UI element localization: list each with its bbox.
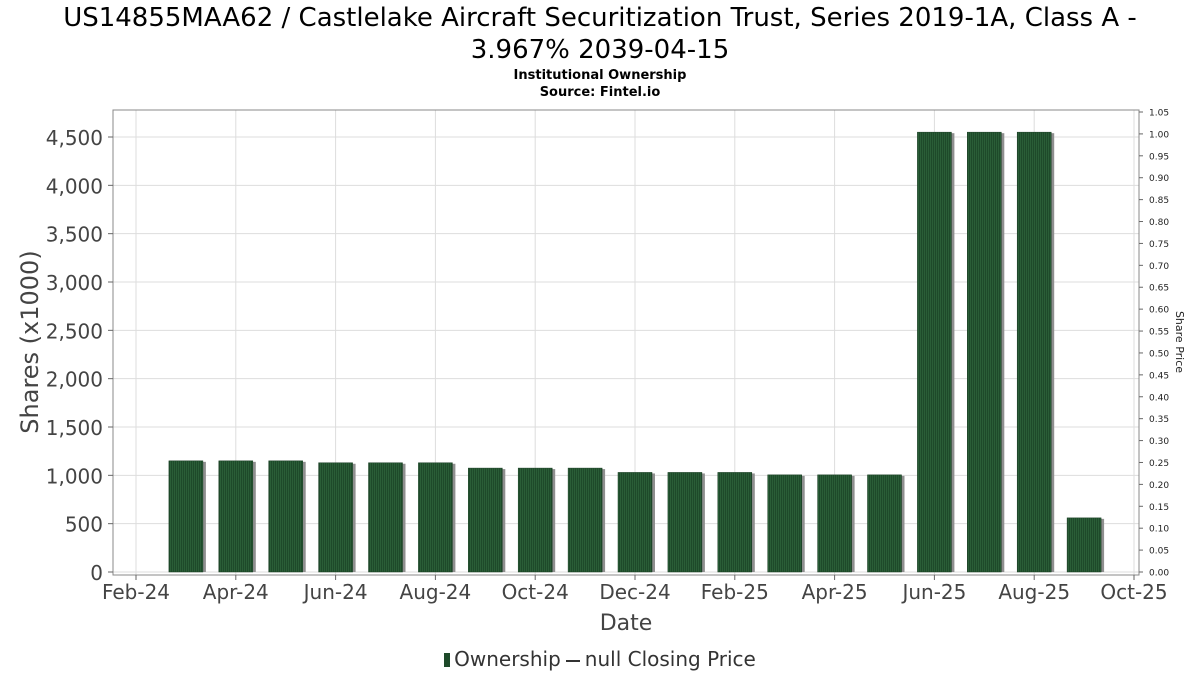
y-tick-label: 3,000 — [46, 271, 103, 295]
y2-tick-label: 0.00 — [1149, 569, 1169, 579]
chart-subtitle: Institutional Ownership — [513, 68, 687, 83]
y2-tick-label: 0.85 — [1149, 196, 1169, 206]
y2-tick-label: 0.95 — [1149, 152, 1169, 162]
y2-tick-label: 0.40 — [1149, 393, 1169, 403]
ownership-bar — [917, 131, 952, 573]
legend-ownership-label: Ownership — [454, 647, 561, 671]
ownership-bar — [567, 467, 603, 573]
y-tick-label: 2,500 — [46, 319, 103, 343]
bars-group — [168, 131, 1105, 573]
y-tick-label: 1,000 — [46, 464, 103, 488]
ownership-bar — [318, 462, 353, 573]
y2-tick-label: 0.20 — [1149, 481, 1169, 491]
y2-tick-label: 0.70 — [1149, 262, 1169, 272]
x-tick-label: Jun-25 — [900, 580, 966, 604]
chart-title-line-2: 3.967% 2039-04-15 — [470, 35, 730, 65]
ownership-bar — [767, 474, 802, 573]
x-tick-label: Feb-24 — [102, 580, 170, 604]
y2-tick-label: 0.45 — [1149, 371, 1169, 381]
y2-tick-label: 0.60 — [1149, 306, 1169, 316]
chart-title-line-1: US14855MAA62 / Castlelake Aircraft Secur… — [63, 3, 1137, 33]
y2-tick-label: 0.25 — [1149, 459, 1169, 469]
axes-group: 0 500 1,000 1,500 2,000 2,500 3,000 3,500 4,000 4… — [46, 109, 1170, 605]
x-tick-label: Apr-25 — [802, 580, 868, 604]
x-axis-label: Date — [600, 611, 653, 636]
y-tick-label: 1,500 — [46, 416, 103, 440]
y-tick-label: 3,500 — [46, 223, 103, 247]
closing-price-line-swatch — [565, 659, 580, 662]
x-tick-label: Dec-24 — [599, 580, 670, 604]
ownership-bar — [468, 467, 503, 573]
ownership-bar — [268, 460, 303, 573]
ownership-bar — [1016, 131, 1052, 573]
ownership-bar — [967, 131, 1002, 573]
y2-tick-label: 0.15 — [1149, 503, 1169, 513]
ownership-bar — [368, 462, 403, 573]
y-tick-label: 0 — [90, 561, 103, 585]
ownership-bar — [617, 472, 653, 573]
y2-tick-label: 0.05 — [1149, 547, 1169, 557]
legend-price-label: null Closing Price — [584, 647, 756, 671]
ownership-bar — [517, 467, 553, 573]
y2-tick-label: 1.05 — [1149, 109, 1169, 119]
y2-tick-label: 0.35 — [1149, 415, 1169, 425]
y2-tick-label: 0.75 — [1149, 240, 1169, 250]
y-tick-label: 2,000 — [46, 368, 103, 392]
x-tick-label: Oct-24 — [502, 580, 569, 604]
ownership-bar — [218, 460, 254, 573]
y-tick-label: 4,000 — [46, 174, 103, 198]
ownership-bar — [667, 472, 703, 573]
x-tick-label: Jun-24 — [302, 580, 368, 604]
y-tick-label: 4,500 — [46, 126, 103, 150]
ownership-bar — [168, 460, 204, 573]
x-tick-label: Apr-24 — [203, 580, 269, 604]
ownership-bar — [817, 474, 852, 573]
chart-legend: Ownership null Closing Price — [0, 646, 1200, 672]
ownership-bar — [867, 474, 902, 573]
y2-tick-label: 1.00 — [1149, 130, 1169, 140]
y2-tick-label: 0.55 — [1149, 328, 1169, 338]
y2-tick-label: 0.10 — [1149, 525, 1169, 535]
y2-tick-label: 0.90 — [1149, 174, 1169, 184]
y2-tick-label: 0.80 — [1149, 218, 1169, 228]
y-axis-label: Shares (x1000) — [16, 250, 44, 433]
chart-source: Source: Fintel.io — [539, 85, 661, 100]
x-tick-label: Oct-25 — [1100, 580, 1167, 604]
ownership-swatch — [444, 652, 451, 667]
ownership-bar — [1066, 517, 1102, 573]
x-tick-label: Feb-25 — [701, 580, 769, 604]
ownership-bar — [418, 462, 453, 573]
y2-axis-label: Share Price — [1173, 311, 1186, 373]
plot-frame — [112, 109, 1140, 576]
y2-tick-label: 0.65 — [1149, 284, 1169, 294]
x-tick-label: Aug-25 — [998, 580, 1070, 604]
y-tick-label: 500 — [65, 513, 103, 537]
y2-tick-label: 0.50 — [1149, 349, 1169, 359]
x-tick-label: Aug-24 — [400, 580, 472, 604]
y2-tick-label: 0.30 — [1149, 437, 1169, 447]
ownership-bar — [717, 472, 753, 573]
